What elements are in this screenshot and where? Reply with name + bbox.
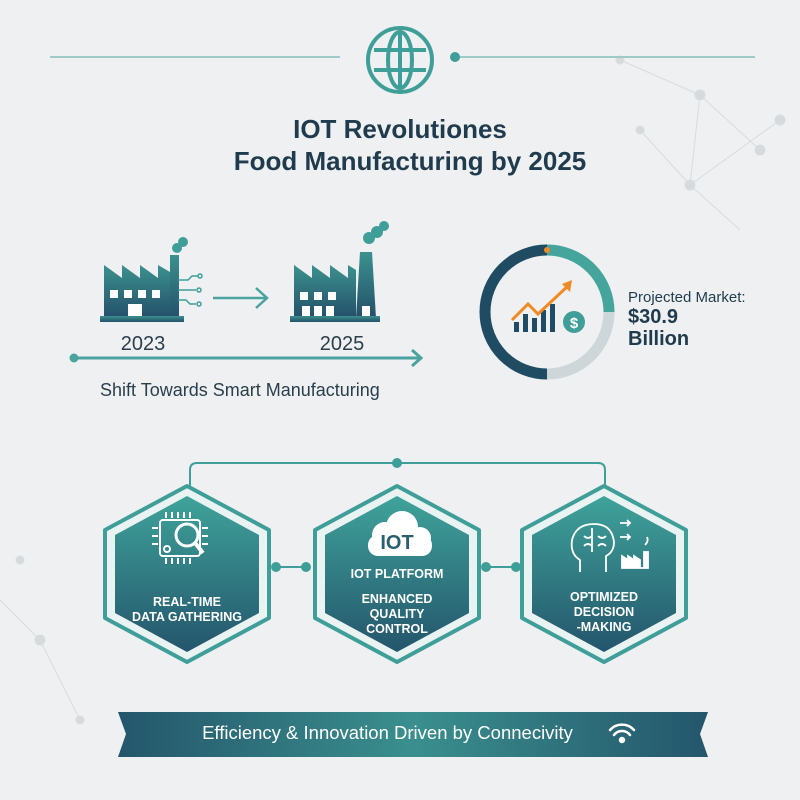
hexagon-card <box>532 496 676 652</box>
feature-iot-platform: IOT PLATFORM ENHANCED QUALITY CONTROL <box>322 567 472 637</box>
network-decoration <box>0 55 786 725</box>
feature-line: ENHANCED <box>361 592 433 606</box>
feature-line: -MAKING <box>576 620 632 634</box>
title-line-2: Food Manufacturing by 2025 <box>233 146 587 176</box>
svg-text:$: $ <box>570 315 579 332</box>
market-unit: Billion <box>628 328 690 350</box>
feature-line: REAL-TIME <box>152 595 222 609</box>
feature-real-time: REAL-TIME DATA GATHERING <box>112 595 262 625</box>
title-line-1: IOT Revolutiones <box>293 114 507 144</box>
feature-line: OPTIMIZED <box>569 590 639 604</box>
market-donut <box>479 244 615 380</box>
banner-ribbon <box>118 712 708 757</box>
feature-line: DATA GATHERING <box>132 610 242 624</box>
banner-text: Efficiency & Innovation Driven by Connec… <box>202 722 573 743</box>
year-from: 2023 <box>120 333 166 355</box>
hexagon-card <box>325 496 469 652</box>
feature-decision-making: OPTIMIZED DECISION -MAKING <box>529 590 679 635</box>
globe-icon <box>366 26 434 94</box>
factory-iot-icon <box>100 237 203 322</box>
iot-badge: IOT <box>380 532 414 554</box>
feature-line: DECISION <box>573 605 635 619</box>
market-label: Projected Market: <box>628 289 746 306</box>
hexagon-card <box>115 496 259 652</box>
arrow-right-icon <box>213 287 269 309</box>
growth-chart-dollar-icon: $ <box>510 280 585 333</box>
feature-subtitle: IOT PLATFORM <box>350 567 444 581</box>
feature-line: QUALITY <box>369 607 425 621</box>
timeline-arrow <box>69 348 424 368</box>
timeline-caption: Shift Towards Smart Manufacturing <box>100 380 380 400</box>
chip-magnifier-icon <box>152 512 208 564</box>
market-projection: Projected Market: $30.9 Billion <box>628 289 746 350</box>
factory-smokestack-icon <box>290 221 389 322</box>
wifi-icon <box>608 723 636 744</box>
market-value: $30.9 <box>628 306 679 328</box>
brain-factory-icon <box>570 519 649 572</box>
cloud-icon <box>368 511 432 556</box>
year-to: 2025 <box>319 333 365 355</box>
hex-connectors <box>189 458 606 572</box>
feature-line: CONTROL <box>366 622 428 636</box>
